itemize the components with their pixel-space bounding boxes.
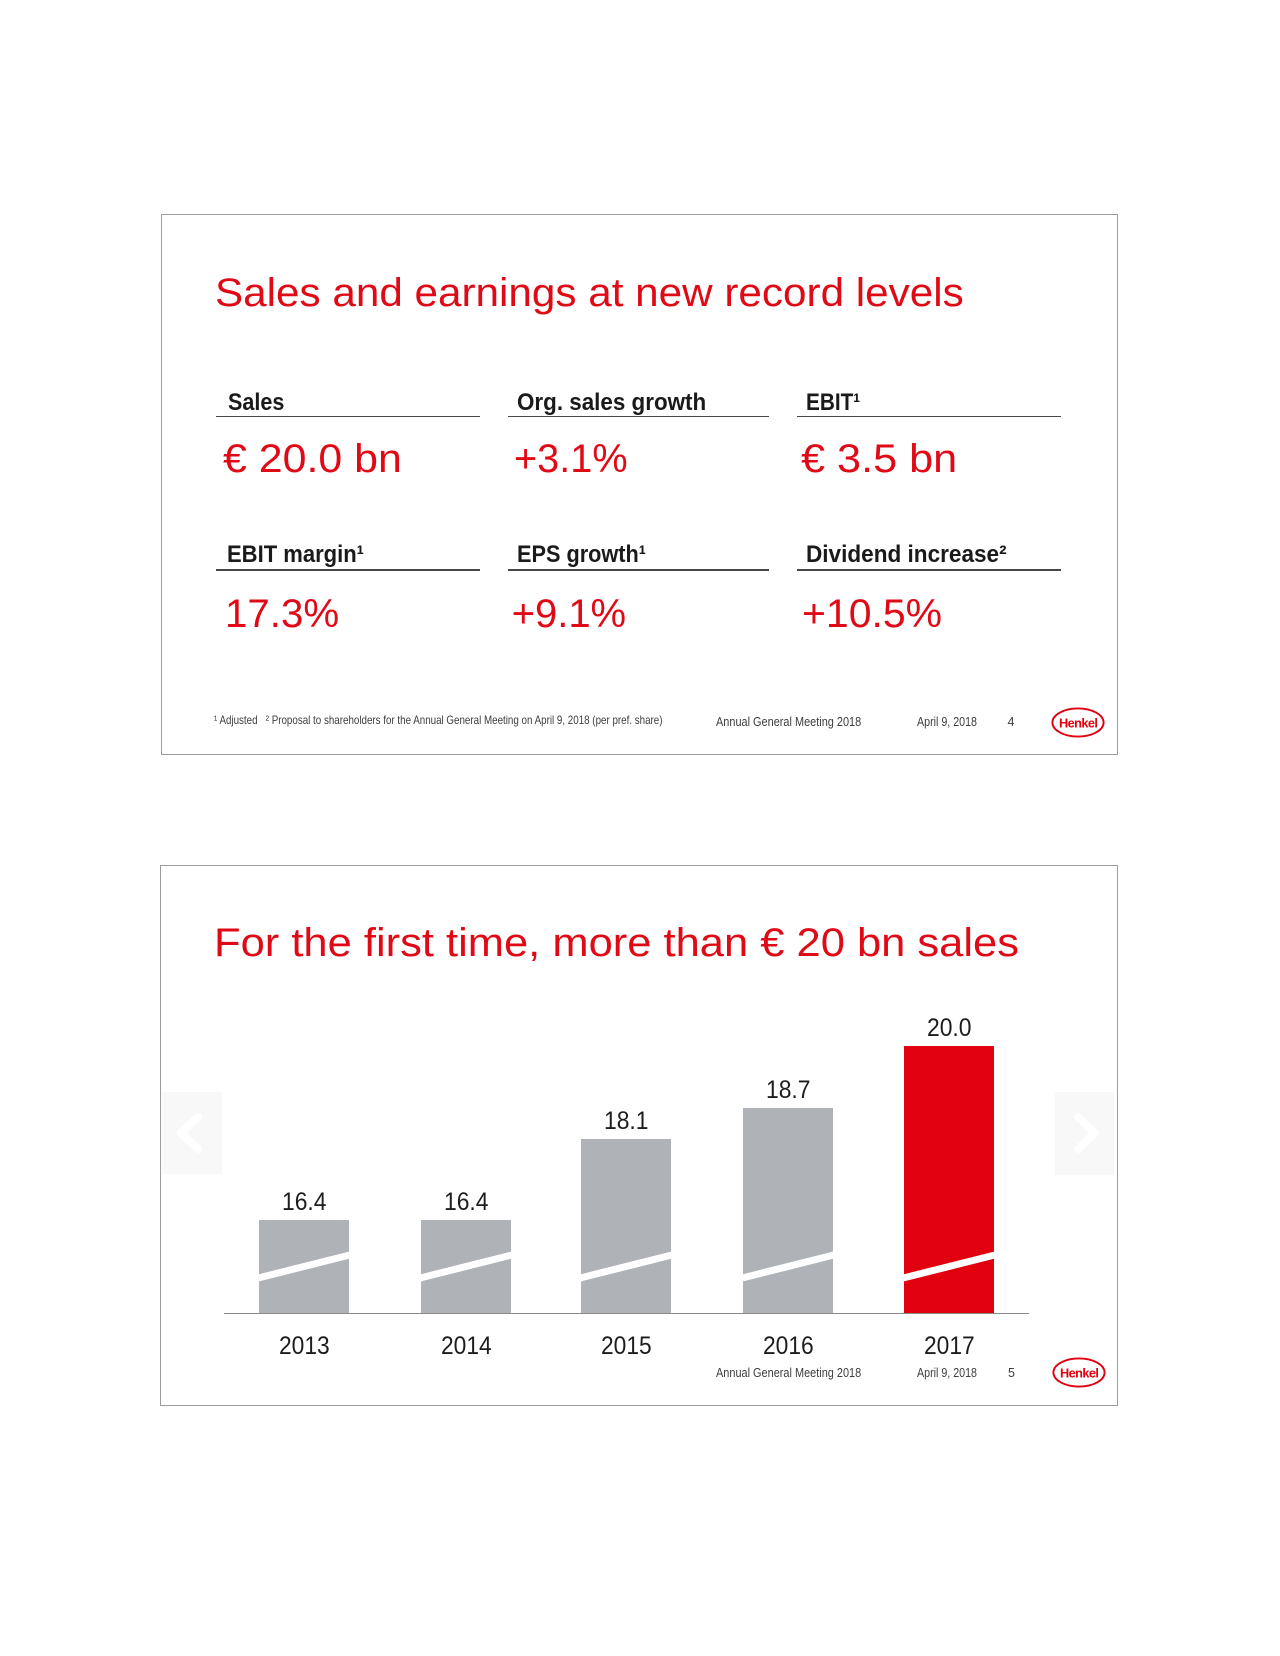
svg-text:Henkel: Henkel bbox=[1059, 715, 1097, 730]
svg-text:Henkel: Henkel bbox=[1060, 1365, 1098, 1380]
